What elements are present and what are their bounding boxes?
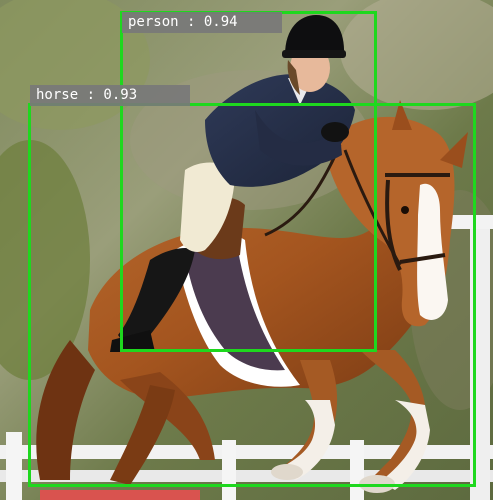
rider [110, 15, 355, 352]
foliage [0, 140, 90, 380]
foliage [340, 0, 493, 110]
red-rail [40, 490, 200, 500]
detection-label-horse: horse : 0.93 [30, 85, 190, 106]
horse [36, 100, 468, 493]
bounding-box-horse [28, 103, 476, 487]
detection-label-person: person : 0.94 [122, 12, 282, 33]
